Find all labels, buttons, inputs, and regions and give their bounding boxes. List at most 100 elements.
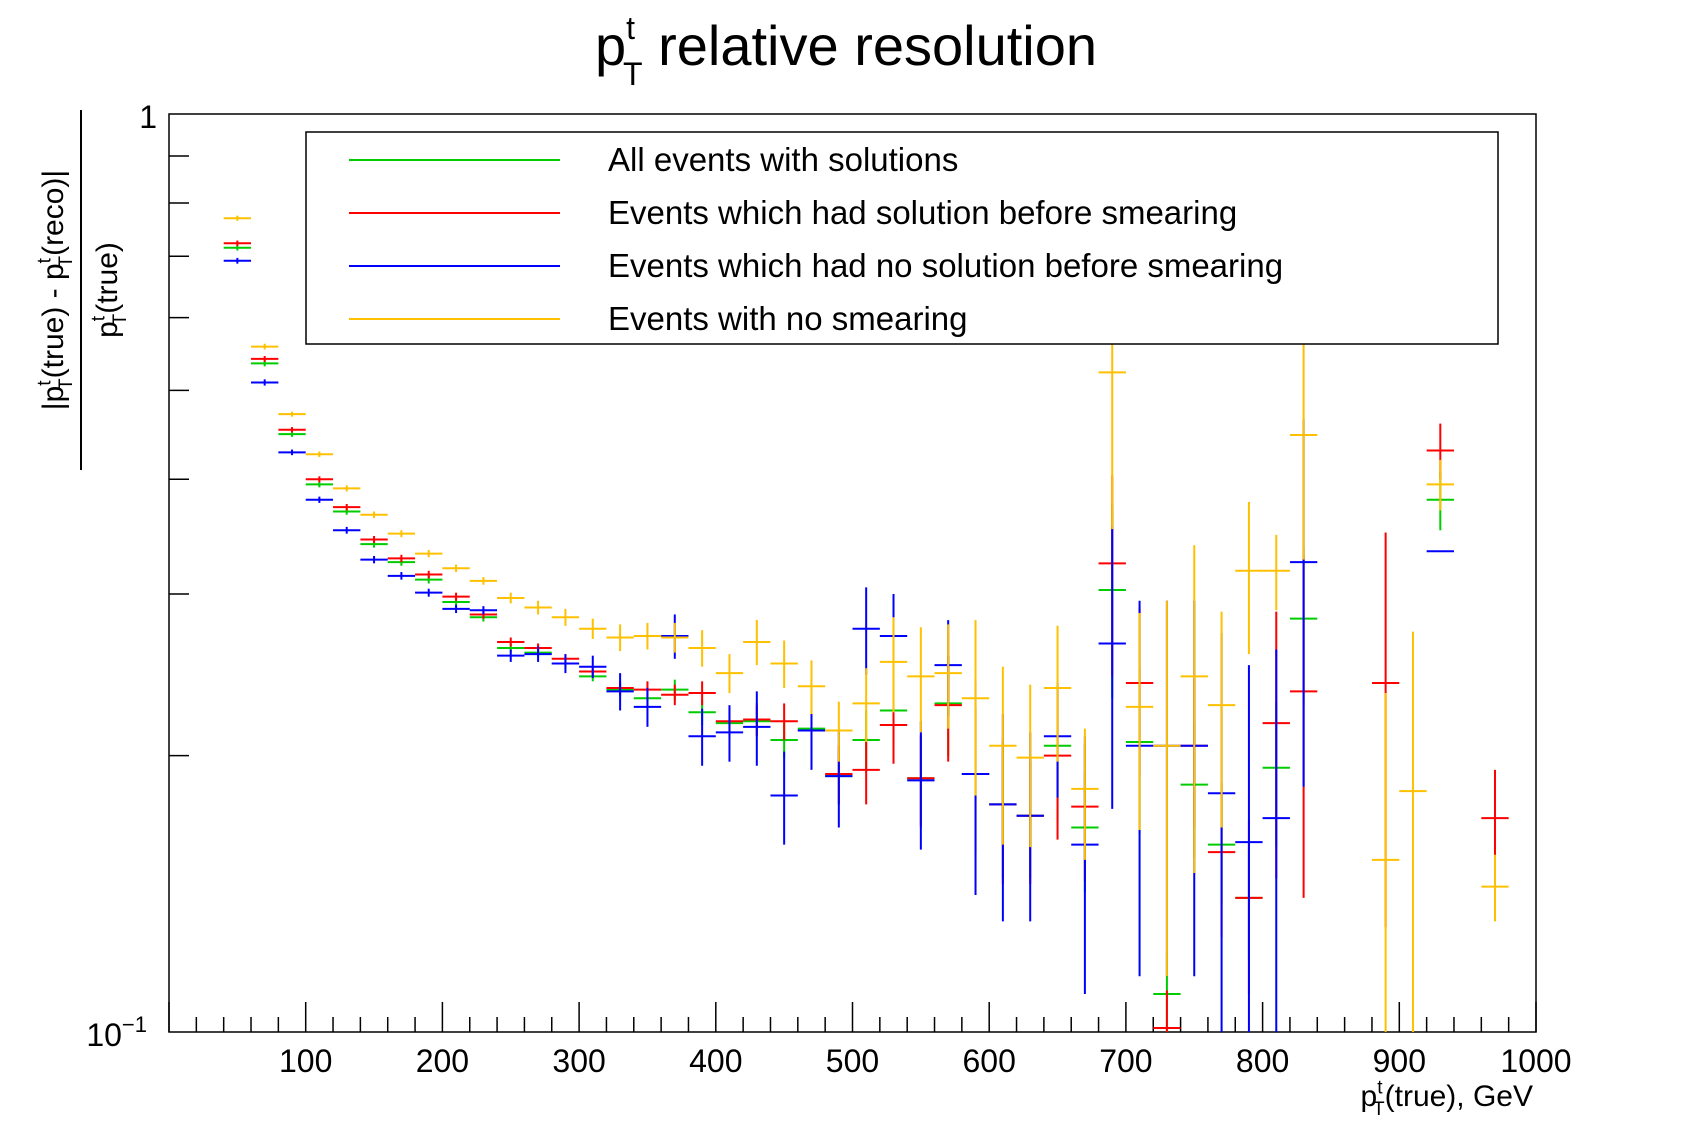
data-point [251, 343, 279, 350]
y-tick-bottom-base: 10 [86, 1017, 122, 1053]
data-point [688, 630, 716, 667]
legend-label: Events which had no solution before smea… [608, 247, 1283, 284]
data-point [360, 511, 388, 519]
data-point [688, 681, 716, 706]
label-part: t [1377, 1077, 1383, 1098]
y-label-denominator: ptT(true) [88, 242, 131, 338]
data-point [469, 577, 498, 585]
data-point [278, 427, 306, 433]
data-point [251, 379, 279, 386]
legend-items: All events with solutions Events which ha… [349, 141, 1283, 337]
x-tick-label: 600 [963, 1043, 1016, 1079]
legend: All events with solutions Events which ha… [305, 131, 1499, 345]
x-tick-label: 900 [1373, 1043, 1426, 1079]
legend-label: Events with no smearing [608, 300, 968, 337]
data-point [278, 431, 306, 437]
data-point [442, 604, 470, 614]
data-point [278, 449, 306, 456]
data-point [989, 666, 1017, 845]
label-part: p [1361, 1080, 1378, 1113]
label-part: T [56, 256, 77, 268]
data-point [770, 751, 798, 845]
data-point [825, 701, 853, 762]
data-point [1262, 534, 1290, 611]
data-point [770, 703, 798, 741]
data-point [852, 587, 880, 675]
x-tick-label: 300 [552, 1043, 605, 1079]
y-tick-label-1: 1 [139, 99, 157, 135]
data-point [606, 673, 634, 711]
data-point [497, 637, 525, 647]
data-point [715, 654, 744, 694]
y-axis-label: |ptT(true) - ptT(reco)| ptT(true) [34, 110, 131, 470]
chart-title: pt T relative resolution [595, 10, 1097, 92]
data-point [305, 481, 334, 488]
data-point [1235, 501, 1263, 655]
data-point [1262, 649, 1290, 1032]
y-label-numerator: |ptT(true) - ptT(reco)| [34, 170, 77, 410]
data-point [1371, 693, 1400, 1032]
data-point [1207, 611, 1236, 828]
data-point [223, 240, 252, 247]
data-point [524, 646, 552, 662]
data-point [415, 570, 443, 579]
data-point [333, 485, 361, 492]
series-1 [223, 244, 1454, 1032]
x-tick-label: 100 [279, 1043, 332, 1079]
data-point [1071, 728, 1099, 860]
data-point [579, 655, 607, 679]
label-part: (true) [91, 242, 124, 314]
label-part: T [1373, 1099, 1385, 1120]
data-point [907, 627, 935, 733]
data-point [606, 624, 634, 652]
data-point [579, 618, 607, 639]
data-point [1125, 613, 1154, 830]
data-point [497, 649, 525, 662]
data-point [469, 606, 498, 615]
y-tick-bottom-exp: −1 [122, 1012, 147, 1037]
data-point [251, 355, 279, 362]
data-point [633, 687, 662, 727]
x-tick-label: 400 [689, 1043, 742, 1079]
legend-entry: All events with solutions [349, 141, 958, 178]
data-point [715, 705, 744, 762]
label-part: (true) - p [37, 263, 70, 378]
data-point [442, 564, 470, 573]
label-part: |p [37, 386, 70, 410]
data-point [223, 215, 252, 221]
x-tick-label: 200 [416, 1043, 469, 1079]
label-part: t [34, 257, 55, 263]
data-point [551, 608, 580, 626]
data-point [305, 451, 334, 458]
data-point [1153, 600, 1181, 977]
data-point [551, 654, 580, 674]
x-tick-label: 1000 [1500, 1043, 1571, 1079]
data-point [360, 535, 388, 543]
data-point [1481, 854, 1509, 922]
legend-box [305, 131, 1499, 345]
data-point [360, 556, 388, 564]
data-point [387, 554, 416, 563]
data-point [879, 617, 908, 713]
title-rest: relative resolution [643, 14, 1097, 77]
data-point [1180, 545, 1208, 874]
x-tick-labels: 100 200 300 400 500 600 700 800 900 1000 [279, 1043, 1572, 1079]
data-point [661, 622, 689, 653]
data-point [1426, 459, 1454, 511]
data-point [797, 660, 826, 715]
data-point [633, 622, 662, 650]
data-point [934, 624, 962, 729]
x-axis-label: pt T(true), GeV [1361, 1077, 1533, 1120]
label-part: t [34, 380, 55, 386]
data-point [661, 684, 689, 706]
legend-label: All events with solutions [608, 141, 958, 178]
series-4 [223, 215, 1509, 1032]
y-tick-label-0.1: 10−1 [86, 1012, 147, 1053]
data-point [688, 708, 716, 766]
label-part: t [88, 315, 109, 321]
label-part: T [110, 313, 131, 325]
axis-ticks [168, 155, 1537, 1032]
data-point [333, 526, 361, 534]
